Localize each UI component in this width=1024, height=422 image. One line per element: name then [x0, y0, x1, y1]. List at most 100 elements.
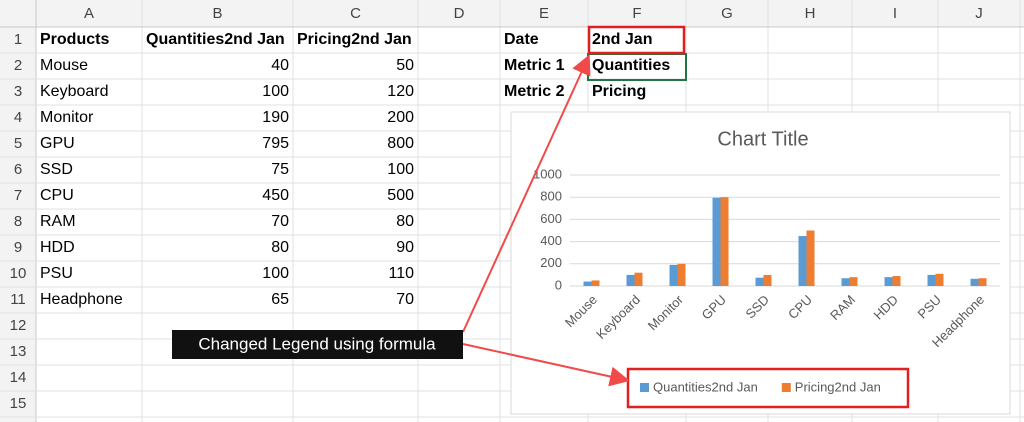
column-header[interactable]: I — [893, 5, 897, 22]
cell[interactable]: Mouse — [40, 57, 88, 74]
y-tick-label: 0 — [555, 277, 562, 292]
cell[interactable]: 800 — [387, 135, 414, 152]
cell[interactable]: 70 — [396, 291, 414, 308]
cell[interactable]: Quantities2nd Jan — [146, 31, 285, 48]
row-header[interactable]: 14 — [10, 369, 27, 386]
bar[interactable] — [720, 197, 729, 286]
cell[interactable]: 80 — [271, 239, 289, 256]
bar[interactable] — [841, 278, 850, 286]
column-header[interactable]: H — [805, 5, 816, 22]
cell[interactable]: CPU — [40, 187, 74, 204]
cell[interactable]: 50 — [396, 57, 414, 74]
row-header[interactable]: 1 — [14, 31, 22, 48]
cell[interactable]: 2nd Jan — [592, 31, 652, 48]
cell[interactable]: HDD — [40, 239, 75, 256]
cell[interactable]: RAM — [40, 213, 76, 230]
bar[interactable] — [935, 273, 944, 286]
cell[interactable]: Monitor — [40, 109, 94, 126]
cell[interactable]: 450 — [262, 187, 289, 204]
bar[interactable] — [978, 278, 987, 286]
bar[interactable] — [763, 274, 772, 286]
bar[interactable] — [712, 197, 721, 286]
cell[interactable]: Pricing2nd Jan — [297, 31, 412, 48]
row-header[interactable]: 3 — [14, 83, 22, 100]
row-header[interactable]: 5 — [14, 135, 22, 152]
row-header[interactable]: 10 — [10, 265, 27, 282]
chart-area[interactable] — [510, 111, 1011, 415]
cell[interactable]: 75 — [271, 161, 289, 178]
legend-swatch[interactable] — [640, 383, 649, 392]
row-header[interactable]: 2 — [14, 57, 22, 74]
cell[interactable]: PSU — [40, 265, 73, 282]
cell[interactable]: SSD — [40, 161, 73, 178]
cell[interactable]: 500 — [387, 187, 414, 204]
cell[interactable]: 120 — [387, 83, 414, 100]
cell[interactable]: Quantities — [592, 57, 670, 74]
bar[interactable] — [798, 236, 807, 286]
cell[interactable]: 190 — [262, 109, 289, 126]
row-header[interactable]: 4 — [14, 109, 22, 126]
bar[interactable] — [849, 277, 858, 286]
legend-label[interactable]: Pricing2nd Jan — [795, 379, 881, 394]
column-header[interactable]: E — [539, 5, 549, 22]
y-tick-label: 800 — [540, 189, 562, 204]
bar[interactable] — [634, 272, 643, 286]
y-tick-label: 400 — [540, 233, 562, 248]
row-header[interactable]: 7 — [14, 187, 22, 204]
bar[interactable] — [677, 263, 686, 286]
cell[interactable]: Pricing — [592, 83, 646, 100]
row-header[interactable]: 6 — [14, 161, 22, 178]
legend-swatch[interactable] — [781, 383, 791, 392]
arrow — [462, 343, 630, 387]
cell[interactable]: 40 — [271, 57, 289, 74]
bar[interactable] — [591, 280, 600, 286]
cell[interactable]: 70 — [271, 213, 289, 230]
cell[interactable]: 65 — [271, 291, 289, 308]
bar[interactable] — [970, 278, 979, 286]
cell[interactable]: 100 — [262, 83, 289, 100]
cell[interactable]: Metric 2 — [504, 83, 565, 100]
cell[interactable]: Products — [40, 31, 109, 48]
row-header[interactable]: 13 — [10, 343, 27, 360]
cell[interactable]: 90 — [396, 239, 414, 256]
cell[interactable]: 110 — [388, 265, 414, 282]
bar[interactable] — [884, 277, 893, 286]
row-header[interactable]: 8 — [14, 213, 22, 230]
cell[interactable]: Keyboard — [40, 83, 109, 100]
cell[interactable]: GPU — [40, 135, 75, 152]
column-header[interactable]: A — [84, 5, 94, 22]
column-header[interactable]: C — [350, 5, 361, 22]
column-header[interactable]: J — [975, 5, 983, 22]
cell[interactable]: Date — [504, 31, 539, 48]
bar[interactable] — [583, 281, 592, 286]
row-header[interactable]: 12 — [10, 317, 27, 334]
bar[interactable] — [927, 274, 936, 286]
legend-label[interactable]: Quantities2nd Jan — [653, 379, 758, 394]
highlight-box — [626, 367, 910, 409]
arrow — [462, 54, 591, 333]
bar[interactable] — [755, 277, 764, 286]
column-header[interactable]: B — [212, 5, 222, 22]
bar[interactable] — [806, 230, 815, 287]
cell[interactable]: Headphone — [40, 291, 123, 308]
cell[interactable]: 80 — [396, 213, 414, 230]
row-header[interactable]: 15 — [10, 395, 27, 412]
bar[interactable] — [892, 276, 901, 286]
cell[interactable]: 795 — [262, 135, 289, 152]
column-header[interactable]: D — [454, 5, 465, 22]
column-header[interactable]: G — [721, 5, 733, 22]
cell[interactable]: Metric 1 — [504, 57, 565, 74]
bar[interactable] — [626, 274, 635, 286]
row-header[interactable]: 9 — [14, 239, 22, 256]
annotation: Changed Legend using formula — [198, 334, 436, 353]
cell[interactable]: 100 — [387, 161, 414, 178]
column-header[interactable]: F — [632, 5, 641, 22]
bar[interactable] — [669, 264, 678, 286]
row-header[interactable]: 11 — [10, 291, 26, 308]
chart-title: Chart Title — [717, 128, 808, 150]
cell[interactable]: 200 — [387, 109, 414, 126]
cell[interactable]: 100 — [262, 265, 289, 282]
row-header-bar — [0, 0, 36, 422]
